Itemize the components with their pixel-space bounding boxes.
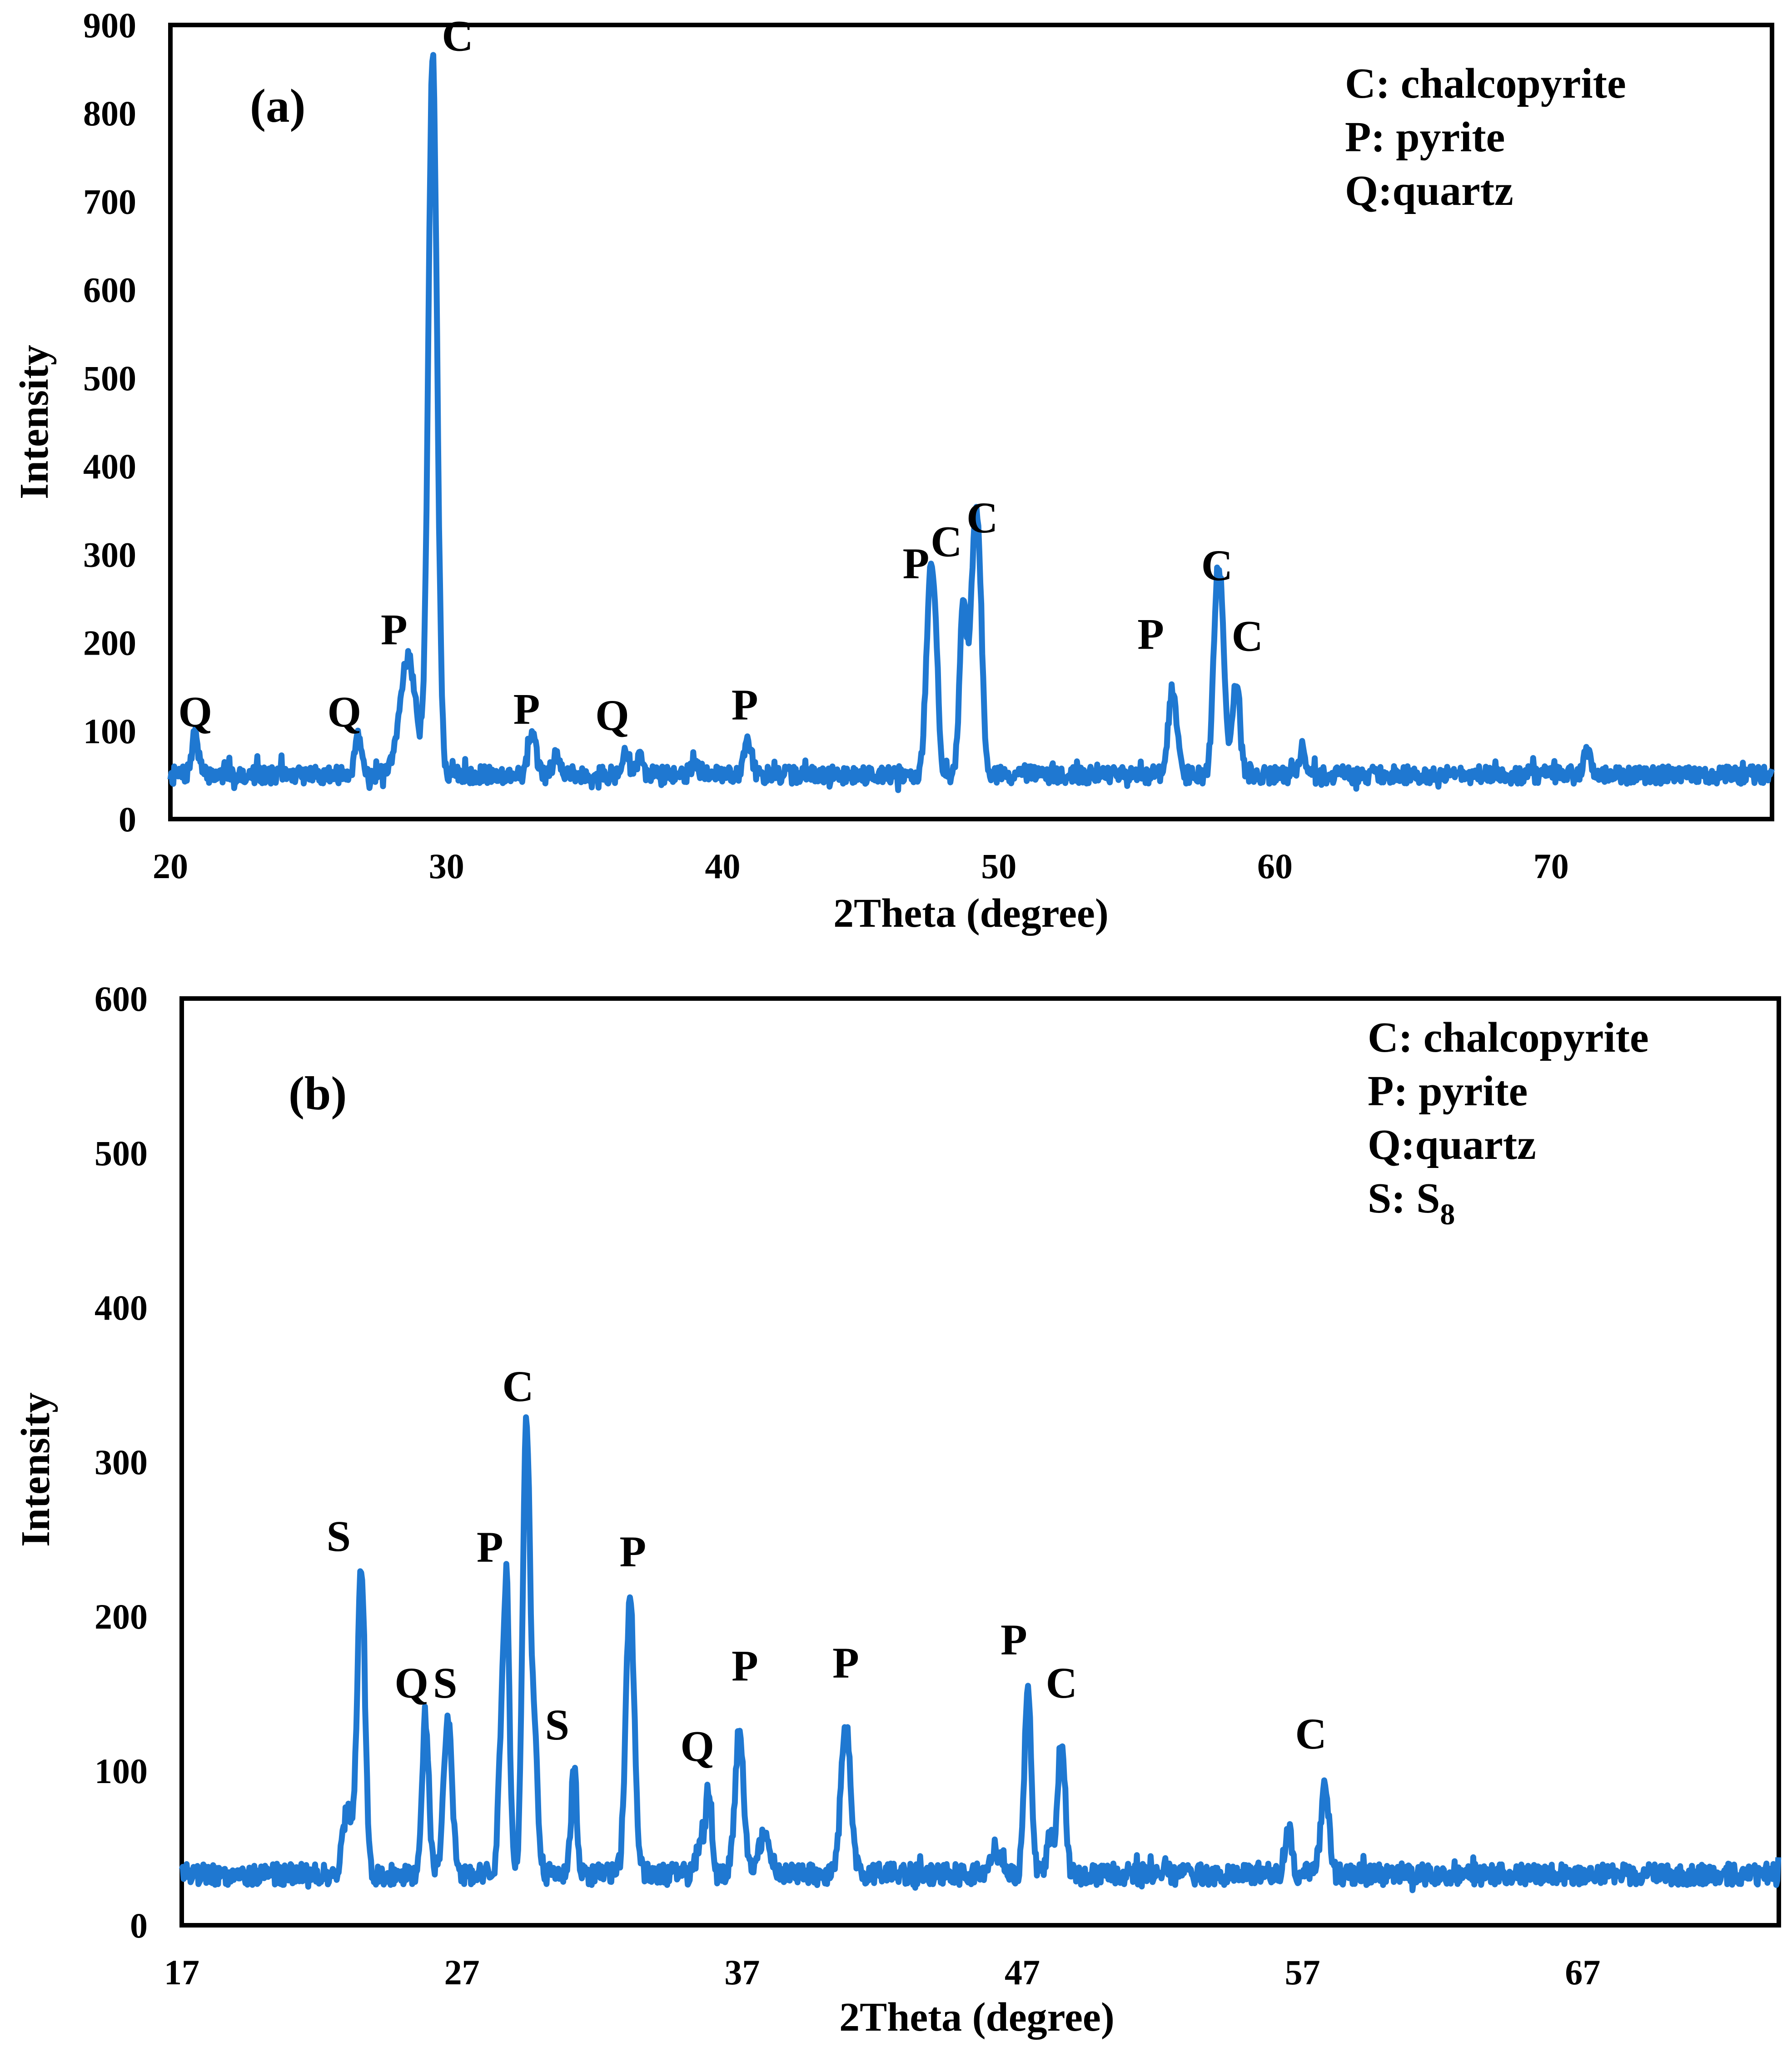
panel-a-xrd-line: [167, 52, 1775, 793]
panel-a-peak-label-c: C: [931, 517, 962, 566]
panel-a-x-tick-label: 20: [153, 846, 188, 886]
panel-a-y-tick-label: 400: [83, 447, 136, 486]
panel-b-peak-label-s: S: [327, 1512, 351, 1560]
panel-a-y-ticks: 0 100 200 300 400 500 600 700 800 900: [83, 5, 136, 839]
panel-a-y-tick-label: 700: [83, 182, 136, 221]
panel-b-peak-label-c: C: [1295, 1709, 1327, 1758]
panel-a-peak-label-q: Q: [178, 687, 212, 736]
panel-b-peak-label-c: C: [1046, 1659, 1077, 1707]
panel-a-peak-label-p: P: [903, 539, 930, 588]
panel-b-peak-label-s: S: [545, 1700, 569, 1749]
panel-a-peak-label-c: C: [1201, 541, 1233, 590]
panel-a-y-tick-label: 0: [119, 800, 136, 839]
panel-b-y-ticks: 0 100 200 300 400 500 600: [95, 979, 148, 1945]
legend-b-entry-chalcopyrite: C: chalcopyrite: [1368, 1014, 1649, 1061]
panel-a-peak-label-q: Q: [328, 687, 362, 736]
panel-b-peak-label-p: P: [620, 1527, 647, 1576]
panel-b-peak-label-c: C: [502, 1362, 533, 1411]
panel-a-peak-label-c: C: [966, 493, 998, 542]
panel-b-x-tick-label: 57: [1285, 1953, 1320, 1992]
panel-b-x-tick-label: 37: [724, 1953, 760, 1992]
legend-b-entry-sulfur: S: S8: [1368, 1175, 1455, 1231]
panel-a-y-tick-label: 200: [83, 623, 136, 663]
panel-a-x-axis-title: 2Theta (degree): [833, 891, 1109, 936]
panel-b-peak-label-q: Q: [680, 1722, 714, 1770]
panel-b-x-tick-label: 67: [1565, 1953, 1600, 1992]
panel-a-y-tick-label: 800: [83, 94, 136, 133]
legend-a-entry-pyrite: P: pyrite: [1345, 114, 1505, 161]
panel-b-label: (b): [289, 1067, 347, 1120]
panel-a-peak-label-p: P: [732, 681, 758, 729]
panel-a: 0 100 200 300 400 500 600 700 800 900 20 30 40 50 60 7…: [12, 5, 1775, 936]
panel-a-legend: C: chalcopyrite P: pyrite Q:quartz: [1345, 60, 1626, 214]
panel-b-y-tick-label: 600: [95, 979, 148, 1019]
panel-b-y-tick-label: 400: [95, 1288, 148, 1327]
panel-b-x-axis-title: 2Theta (degree): [839, 1995, 1115, 2040]
panel-a-peak-label-p: P: [1137, 610, 1164, 658]
panel-b-y-tick-label: 500: [95, 1133, 148, 1173]
panel-b-frame: [179, 996, 1781, 1928]
panel-b-legend: C: chalcopyrite P: pyrite Q:quartz S: S8: [1368, 1014, 1649, 1231]
panel-a-x-tick-label: 30: [429, 846, 464, 886]
panel-b-xrd-line: [179, 1414, 1782, 1893]
panel-b-x-tick-label: 27: [444, 1953, 480, 1992]
panel-a-label: (a): [250, 79, 305, 132]
panel-b-x-tick-label: 17: [164, 1953, 199, 1992]
panel-a-x-tick-label: 40: [705, 846, 741, 886]
panel-a-y-tick-label: 300: [83, 535, 136, 574]
panel-a-y-tick-label: 500: [83, 358, 136, 398]
panel-b-y-tick-label: 100: [95, 1751, 148, 1791]
panel-b-peak-label-p: P: [832, 1639, 859, 1687]
panel-b-y-tick-label: 200: [95, 1597, 148, 1636]
legend-a-entry-chalcopyrite: C: chalcopyrite: [1345, 60, 1626, 107]
panel-b-x-tick-label: 47: [1005, 1953, 1040, 1992]
legend-b-entry-pyrite: P: pyrite: [1368, 1068, 1528, 1115]
panel-a-y-axis-title: Intensity: [12, 345, 57, 499]
panel-a-x-ticks: 20 30 40 50 60 70: [153, 846, 1569, 886]
panel-b-y-tick-label: 0: [130, 1906, 148, 1945]
panel-b-peak-label-p: P: [732, 1642, 758, 1690]
panel-a-x-tick-label: 70: [1533, 846, 1569, 886]
panel-b-peak-label-p: P: [477, 1523, 503, 1571]
panel-a-peak-label-p: P: [381, 606, 408, 654]
panel-a-x-tick-label: 60: [1257, 846, 1293, 886]
legend-b-entry-quartz: Q:quartz: [1368, 1121, 1536, 1168]
panel-b-x-ticks: 17 27 37 47 57 67: [164, 1953, 1600, 1992]
legend-a-entry-quartz: Q:quartz: [1345, 167, 1513, 214]
panel-a-y-tick-label: 600: [83, 270, 136, 310]
panel-a-peak-label-q: Q: [595, 691, 629, 740]
panel-a-frame: [168, 23, 1774, 821]
panel-a-peak-label-c: C: [442, 12, 473, 60]
panel-b-peak-label-q: Q: [394, 1659, 428, 1707]
panel-a-x-tick-label: 50: [981, 846, 1016, 886]
panel-a-y-tick-label: 900: [83, 5, 136, 45]
panel-b-peak-label-p: P: [1001, 1615, 1027, 1664]
panel-a-peak-label-c: C: [1232, 611, 1263, 660]
panel-b-y-axis-title: Intensity: [13, 1392, 58, 1547]
panel-a-y-tick-label: 100: [83, 711, 136, 751]
panel-a-peak-label-p: P: [513, 685, 540, 733]
panel-b-peak-label-s: S: [433, 1659, 457, 1707]
panel-b-y-tick-label: 300: [95, 1442, 148, 1482]
